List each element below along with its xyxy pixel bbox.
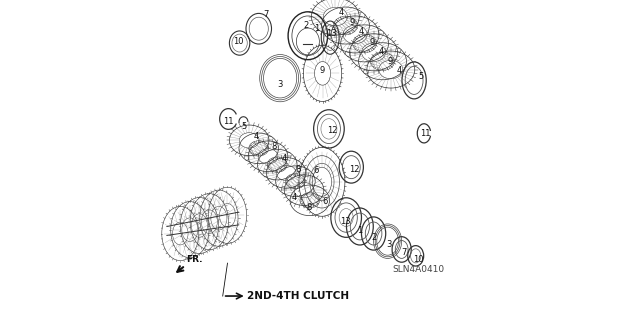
- Text: FR.: FR.: [186, 255, 202, 264]
- Text: 6: 6: [322, 197, 328, 206]
- Text: 4: 4: [379, 47, 384, 56]
- Text: 4: 4: [253, 132, 259, 141]
- Text: 1: 1: [314, 24, 319, 33]
- Text: 9: 9: [349, 18, 355, 27]
- Text: 12: 12: [349, 165, 360, 174]
- Text: 2: 2: [372, 233, 377, 242]
- Text: 4: 4: [359, 27, 364, 36]
- Text: 7: 7: [401, 248, 406, 257]
- Text: 2: 2: [303, 21, 308, 30]
- Text: 11: 11: [223, 117, 234, 126]
- Text: 9: 9: [320, 66, 325, 75]
- Text: 4: 4: [282, 154, 287, 163]
- Text: 5: 5: [241, 122, 246, 130]
- Text: 13: 13: [326, 29, 337, 38]
- Text: 13: 13: [340, 217, 351, 226]
- Text: 8: 8: [295, 165, 300, 174]
- Text: 9: 9: [369, 38, 374, 47]
- Text: 12: 12: [328, 126, 338, 135]
- Text: 8: 8: [272, 142, 277, 151]
- Text: 10: 10: [234, 37, 244, 46]
- Text: 10: 10: [413, 255, 424, 263]
- Text: 3: 3: [277, 80, 283, 89]
- Text: 4: 4: [339, 8, 344, 17]
- Text: 2ND-4TH CLUTCH: 2ND-4TH CLUTCH: [247, 291, 349, 301]
- Text: 6: 6: [313, 166, 319, 175]
- Text: 9: 9: [388, 57, 393, 66]
- Text: 8: 8: [307, 204, 312, 212]
- Text: 11: 11: [420, 130, 431, 138]
- Text: 3: 3: [386, 241, 391, 249]
- Text: 7: 7: [263, 10, 268, 19]
- Text: 4: 4: [291, 193, 296, 202]
- Text: 4: 4: [397, 66, 402, 75]
- Text: 1: 1: [357, 226, 362, 235]
- Text: 5: 5: [419, 72, 424, 81]
- Text: SLN4A0410: SLN4A0410: [393, 265, 445, 274]
